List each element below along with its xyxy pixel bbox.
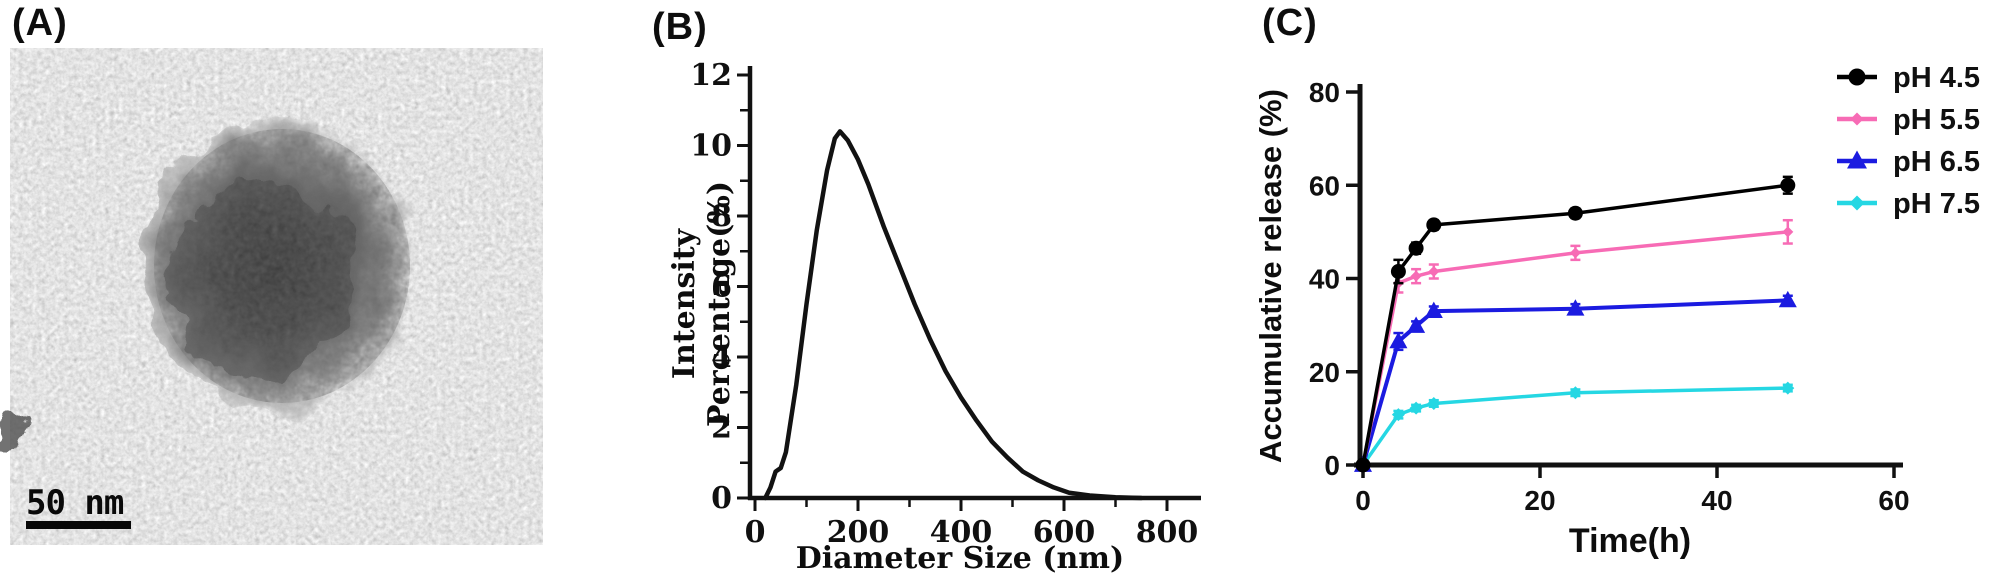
x-tick-label: 60 <box>1878 485 1909 516</box>
marker-diamond <box>1410 270 1422 282</box>
y-tick-label: 20 <box>1309 357 1340 388</box>
marker-diamond <box>1427 396 1441 410</box>
series-ph-5.5 <box>1361 230 1788 466</box>
marker-triangle <box>1407 316 1426 333</box>
nanoparticle-texture <box>154 129 410 403</box>
x-tick-label: 0 <box>1355 485 1371 516</box>
panel-a-label: (A) <box>12 2 68 44</box>
series-intensity <box>763 129 1144 501</box>
marker-circle <box>1848 68 1866 86</box>
marker-diamond <box>1409 401 1423 415</box>
release-chart: 0 20 40 60 0 20 40 60 80 pH 4.5 pH 5.5 pH 6.5 pH 7.5 <box>1309 62 1980 516</box>
legend-label: pH 6.5 <box>1893 146 1980 178</box>
y-tick-label: 40 <box>1309 264 1340 295</box>
scale-bar-label: 50 nm <box>26 483 124 523</box>
y-tick-label: 12 <box>690 58 732 93</box>
marker-diamond <box>1568 386 1582 400</box>
y-tick-label: 8 <box>711 199 732 234</box>
y-tick-label: 4 <box>711 340 732 375</box>
y-tick-label: 0 <box>711 481 732 516</box>
marker-diamond <box>1569 247 1581 259</box>
marker-diamond <box>1849 195 1865 211</box>
c-y-axis-title: Accumulative release (%) <box>1253 89 1288 463</box>
legend-label: pH 7.5 <box>1893 188 1980 220</box>
marker-diamond <box>1391 408 1405 422</box>
x-tick-label: 20 <box>1524 485 1555 516</box>
legend-label: pH 5.5 <box>1893 104 1980 136</box>
marker-diamond <box>1781 381 1795 395</box>
marker-circle <box>1426 217 1442 233</box>
marker-circle <box>1567 205 1583 221</box>
marker-circle <box>1780 177 1796 193</box>
marker-diamond <box>1428 266 1440 278</box>
debris-particle <box>0 417 32 447</box>
x-tick-label: 40 <box>1701 485 1732 516</box>
panel-c-label: (C) <box>1262 2 1318 44</box>
series-ph-7.5 <box>1361 386 1788 467</box>
x-tick-label: 0 <box>745 515 766 550</box>
series-ph-6.5 <box>1361 298 1788 466</box>
marker-circle <box>1390 264 1406 280</box>
marker-triangle <box>1778 290 1797 308</box>
marker-triangle <box>1424 301 1443 318</box>
panel-b-label: (B) <box>652 6 708 48</box>
x-tick-label: 800 <box>1136 515 1199 550</box>
scale-bar <box>26 521 131 529</box>
series-ph-4.5 <box>1361 183 1789 466</box>
marker-diamond <box>1782 226 1794 238</box>
b-x-axis-title: Diameter Size (nm) <box>795 541 1125 575</box>
marker-diamond <box>1850 112 1864 126</box>
marker-triangle <box>1847 150 1867 169</box>
y-tick-label: 6 <box>711 270 732 305</box>
marker-circle <box>1355 457 1371 473</box>
y-tick-label: 80 <box>1309 77 1340 108</box>
y-tick-label: 10 <box>690 129 732 164</box>
y-tick-label: 2 <box>711 411 732 446</box>
tem-image: 50 nm <box>0 48 543 545</box>
c-x-axis-title: Time(h) <box>1568 522 1692 560</box>
legend-label: pH 4.5 <box>1893 62 1980 94</box>
x-tick-label: 400 <box>930 515 993 550</box>
marker-circle <box>1408 240 1424 256</box>
marker-triangle <box>1389 331 1408 349</box>
x-tick-label: 600 <box>1033 515 1096 550</box>
marker-triangle <box>1566 299 1585 316</box>
b-y-axis-title: Intensity Percentage(%) <box>667 180 737 428</box>
y-tick-label: 0 <box>1324 450 1340 481</box>
y-tick-label: 60 <box>1309 170 1340 201</box>
x-tick-label: 200 <box>827 515 890 550</box>
size-distribution-chart: 0 200 400 600 800 0 2 4 6 8 10 12 <box>690 58 1201 550</box>
